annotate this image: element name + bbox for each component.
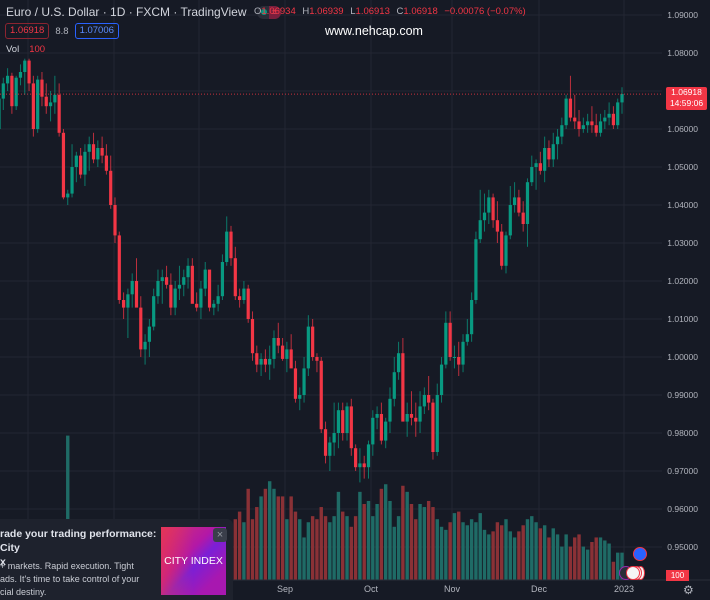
price-tick-label: 1.09000 — [667, 10, 698, 20]
current-price-value: 1.06918 — [671, 87, 702, 97]
market-open-dot-icon — [260, 9, 267, 15]
time-tick-label: Nov — [443, 584, 461, 594]
price-tick-label: 1.04000 — [667, 200, 698, 210]
low-value: 1.06913 — [355, 6, 390, 17]
volume-legend: Vol 100 — [6, 44, 45, 55]
low-label: L — [350, 6, 356, 17]
trade-buttons: 1.06918 8.8 1.07006 — [5, 23, 119, 39]
price-tick-label: 0.97000 — [667, 466, 698, 476]
time-tick-label: Oct — [363, 584, 379, 594]
price-tick-label: 0.98000 — [667, 428, 698, 438]
ad-title: rade your trading performance: City x — [0, 528, 157, 568]
price-tick-label: 0.95000 — [667, 542, 698, 552]
candlesticks — [0, 58, 624, 483]
settings-gear-icon[interactable]: ⚙ — [683, 583, 694, 597]
volume-label[interactable]: Vol — [6, 44, 20, 55]
us-event-flag-icon[interactable] — [626, 566, 640, 580]
open-label: O — [254, 6, 262, 17]
volume-bars — [61, 435, 624, 580]
time-tick-label: Dec — [530, 584, 548, 594]
logo-text: CITY INDEX — [164, 555, 223, 567]
open-value: 1.06934 — [261, 6, 296, 17]
price-tick-label: 1.08000 — [667, 48, 698, 58]
price-tick-label: 1.06000 — [667, 124, 698, 134]
volume-tag: 100 — [666, 570, 689, 581]
spread-value: 8.8 — [55, 25, 69, 37]
buy-button[interactable]: 1.07006 — [74, 23, 119, 39]
current-price-tag: 1.06918 14:59:06 — [666, 87, 707, 110]
advertisement-panel[interactable]: rade your trading performance: City x + … — [0, 519, 233, 600]
price-tick-label: 1.03000 — [667, 238, 698, 248]
chart-grid — [0, 0, 662, 580]
ohlc-values: O1.06934 H1.06939 L1.06913 C1.06918 −0.0… — [250, 6, 526, 17]
ad-body: + markets. Rapid execution. Tight ads. I… — [0, 561, 140, 597]
close-value: 1.06918 — [403, 6, 438, 17]
change-value: −0.00076 (−0.07%) — [444, 6, 526, 17]
watermark: www.nehcap.com — [325, 24, 423, 38]
close-label: C — [396, 6, 404, 17]
close-ad-button[interactable]: × — [213, 528, 227, 542]
time-tick-label: Sep — [276, 584, 294, 594]
time-tick-label: 2023 — [613, 584, 635, 594]
price-tick-label: 1.02000 — [667, 276, 698, 286]
symbol-title[interactable]: Euro / U.S. Dollar · 1D · FXCM · Trading… — [6, 5, 247, 19]
high-label: H — [302, 6, 310, 17]
symbol-header: Euro / U.S. Dollar · 1D · FXCM · Trading… — [6, 5, 281, 19]
price-tick-label: 1.00000 — [667, 352, 698, 362]
market-status-toggle[interactable]: = — [256, 5, 281, 19]
equals-icon: = — [268, 5, 281, 19]
high-value: 1.06939 — [309, 6, 344, 17]
volume-value: 100 — [29, 44, 46, 55]
price-tick-label: 1.05000 — [667, 162, 698, 172]
price-tick-label: 0.99000 — [667, 390, 698, 400]
bar-countdown: 14:59:06 — [669, 98, 704, 108]
price-tick-label: 0.96000 — [667, 504, 698, 514]
eu-event-flag-icon[interactable] — [633, 547, 647, 561]
price-tick-label: 1.01000 — [667, 314, 698, 324]
sell-button[interactable]: 1.06918 — [5, 23, 50, 39]
